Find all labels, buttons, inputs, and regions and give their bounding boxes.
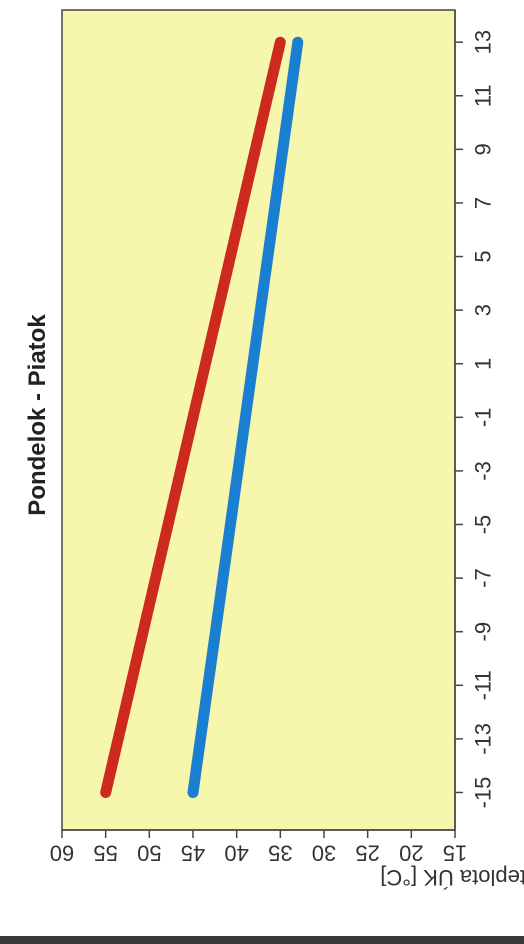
y-tick-label: 50 xyxy=(137,840,161,865)
y-tick-label: 25 xyxy=(355,840,379,865)
y-tick-label: 20 xyxy=(399,840,423,865)
x-tick-label: -13 xyxy=(471,723,496,755)
x-tick-label: -5 xyxy=(471,515,496,535)
x-tick-label: 1 xyxy=(471,358,496,370)
x-tick-label: -3 xyxy=(471,461,496,481)
y-tick-label: 60 xyxy=(50,840,74,865)
x-tick-label: -11 xyxy=(471,670,496,700)
y-axis-label: max. teplota ÚK [°C] xyxy=(380,865,524,890)
x-tick-label: -9 xyxy=(471,622,496,642)
chart-title: Pondelok - Piatok xyxy=(24,314,51,516)
x-tick-label: 3 xyxy=(471,304,496,316)
y-tick-label: 40 xyxy=(224,840,248,865)
x-tick-label: 9 xyxy=(471,143,496,155)
y-tick-label: 35 xyxy=(268,840,292,865)
series-line-1 xyxy=(100,36,286,798)
x-tick-label: 5 xyxy=(471,250,496,262)
x-tick-label: 11 xyxy=(471,84,496,107)
x-tick-label: -7 xyxy=(471,568,496,588)
x-tick-label: 7 xyxy=(471,197,496,209)
y-tick-label: 15 xyxy=(443,840,467,865)
y-tick-label: 45 xyxy=(181,840,205,865)
x-tick-label: 13 xyxy=(471,30,496,54)
y-tick-label: 30 xyxy=(312,840,336,865)
x-tick-label: -15 xyxy=(471,777,496,809)
x-tick-label: -1 xyxy=(471,408,496,428)
y-tick-label: 55 xyxy=(93,840,117,865)
y-tick-layer: 60 55 50 45 40 35 30 25 20 15 xyxy=(50,830,467,865)
series-line-2 xyxy=(187,36,304,798)
bottom-border xyxy=(0,936,524,944)
series-layer xyxy=(100,36,304,798)
